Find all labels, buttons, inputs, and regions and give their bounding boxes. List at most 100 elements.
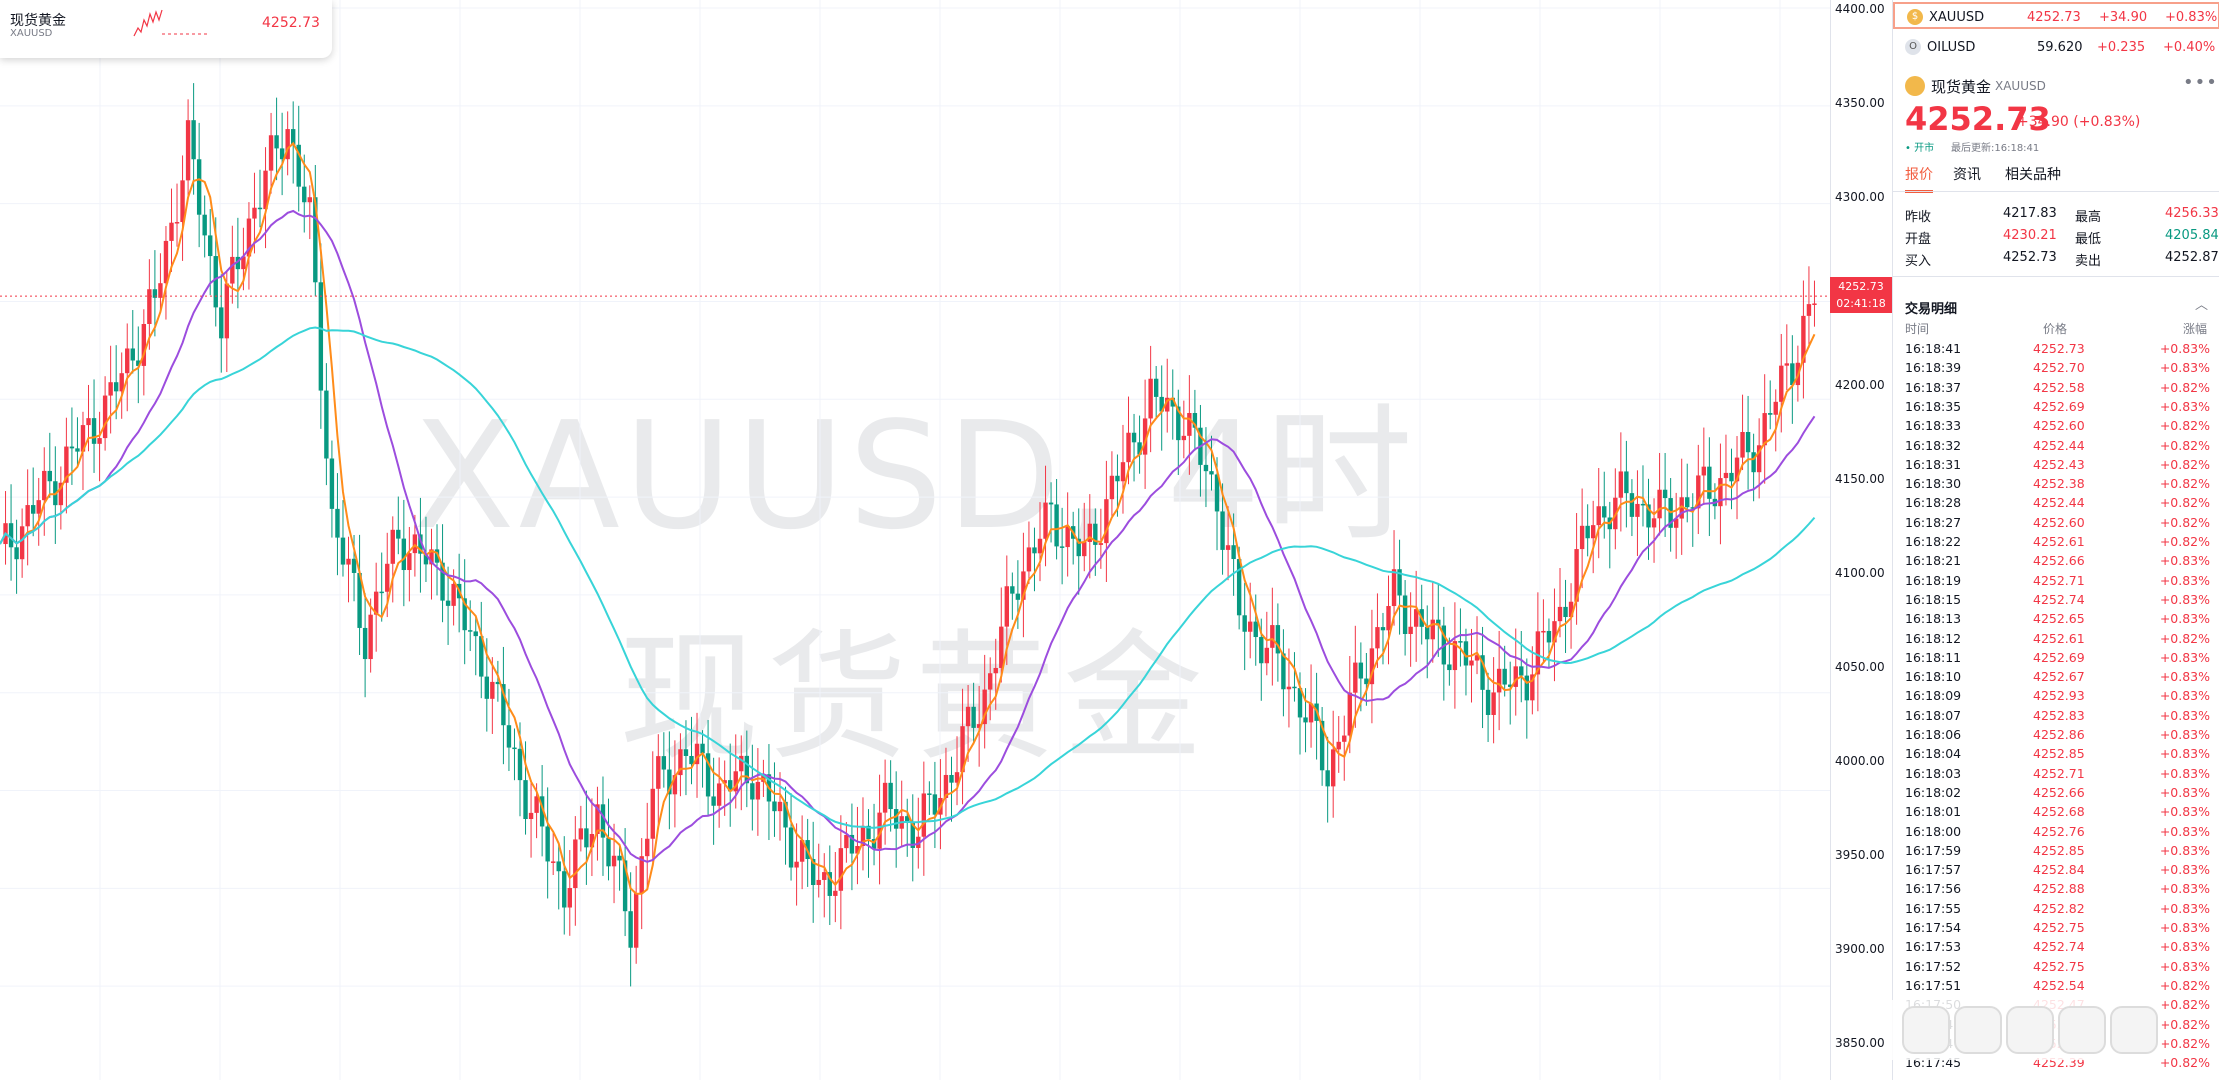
candle-body [1646,504,1651,528]
trades-header-change: 涨幅 [2183,322,2208,336]
chevron-up-icon[interactable]: ︿ [2195,298,2209,313]
candle-body [523,780,528,820]
trade-row: 16:18:02 4252.66 +0.83% [1893,785,2219,804]
trade-row: 16:18:35 4252.69 +0.83% [1893,399,2219,418]
candle-body [1209,471,1214,475]
watchlist-row-xauusd[interactable]: $ XAUUSD 4252.73 +34.90 +0.83% [1893,2,2219,29]
candle-body [539,796,545,827]
candle-body [1447,664,1452,671]
right-panel: $ XAUUSD 4252.73 +34.90 +0.83% O OILUSD … [1892,0,2219,1080]
stat-label: 开盘 [1905,232,1932,247]
trade-time: 16:18:00 [1905,823,1962,839]
mini-card-price: 4252.73 [262,15,320,31]
trade-change: +0.82% [2159,418,2210,434]
candle-body [910,822,915,848]
symbol-mini-card[interactable]: 现货黄金 XAUUSD 4252.73 [0,0,332,58]
chart-canvas[interactable] [0,0,1830,1080]
trade-price: 4252.74 [2033,591,2085,607]
candle-body [1286,686,1292,690]
price-axis-label: 4150.00 [1835,472,1885,486]
candle-body [401,538,407,571]
candle-body [224,283,230,339]
candle-body [1458,641,1463,643]
stat-ask: 4252.87 [2165,250,2219,265]
candle-body [965,706,971,727]
candle-body [822,872,827,880]
watchlist-row-oilusd[interactable]: O OILUSD 59.620 +0.235 +0.40% [1893,34,2219,61]
trade-row: 16:17:52 4252.75 +0.83% [1893,959,2219,978]
price-axis-label: 4300.00 [1835,190,1885,204]
mini-card-symbol: XAUUSD [10,28,53,39]
trade-time: 16:18:10 [1905,669,1962,685]
candle-body [147,289,152,324]
trade-price: 4252.83 [2033,707,2085,723]
trade-change: +0.83% [2159,360,2210,376]
candle-body [783,801,788,828]
candle-body [1325,770,1330,787]
candle-body [1214,474,1220,512]
dock-app-icon[interactable] [1902,1006,1950,1054]
trade-price: 4252.44 [2033,495,2085,511]
candle-body [1397,569,1402,596]
trade-change: +0.82% [2159,1055,2210,1071]
price-axis[interactable]: 4400.004350.004300.004250.004200.004150.… [1830,0,1892,1080]
candle-body [1596,506,1601,526]
candle-body [1098,543,1104,545]
stat-label: 买入 [1905,254,1932,269]
candle-body [976,724,982,728]
candle-body [1502,668,1507,685]
candle-body [993,667,998,674]
tab-news[interactable]: 资讯 [1953,167,1981,183]
trade-price: 4252.85 [2033,842,2085,858]
oil-icon: O [1905,39,1921,55]
trade-row: 16:18:27 4252.60 +0.82% [1893,515,2219,534]
candle-body [1131,432,1137,443]
tab-related[interactable]: 相关品种 [2005,167,2061,183]
tab-quote[interactable]: 报价 [1905,164,1933,193]
candle-body [290,129,296,145]
trade-row: 16:18:37 4252.58 +0.82% [1893,380,2219,399]
candle-body [362,627,368,660]
candle-body [860,825,866,846]
trade-row: 16:18:09 4252.93 +0.83% [1893,688,2219,707]
dock-app-icon[interactable] [2058,1006,2106,1054]
dock-app-icon[interactable] [2006,1006,2054,1054]
candle-body [1740,431,1745,458]
candle-body [777,801,783,812]
candle-body [462,598,467,631]
dock-app-icon[interactable] [1954,1006,2002,1054]
candle-body [927,793,932,795]
candle-body [772,801,777,812]
candle-body [871,839,877,849]
candle-body [1701,466,1707,476]
candle-body [606,837,611,867]
candlestick-chart[interactable]: XAUUSD, 4时 现货黄金 [0,0,1830,1080]
trade-change: +0.82% [2159,1035,2210,1051]
candle-body [1624,471,1629,494]
candle-body [274,135,279,149]
candle-body [838,848,844,891]
candle-body [700,743,705,754]
candle-body [86,418,91,426]
trade-change: +0.82% [2159,379,2210,395]
candle-body [335,508,340,538]
candle-body [1375,627,1380,649]
candle-body [988,673,993,690]
candle-body [69,446,75,449]
trade-price: 4252.71 [2033,765,2085,781]
dock-app-icon[interactable] [2110,1006,2158,1054]
candle-body [1413,609,1419,627]
trade-time: 16:18:33 [1905,418,1962,434]
trades-title: 交易明细 [1905,302,1958,317]
trade-time: 16:18:01 [1905,804,1962,820]
candle-body [119,373,124,392]
trade-change: +0.83% [2159,707,2210,723]
candle-body [185,120,191,181]
stat-label: 昨收 [1905,210,1932,225]
candle-body [1192,413,1198,428]
candle-body [611,855,617,867]
candle-body [1336,741,1341,750]
candle-body [750,783,755,800]
more-options-icon[interactable]: ••• [2183,72,2218,93]
trade-time: 16:17:57 [1905,862,1962,878]
